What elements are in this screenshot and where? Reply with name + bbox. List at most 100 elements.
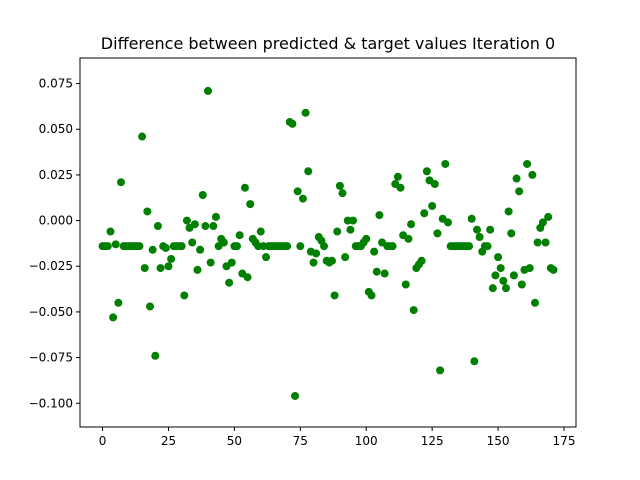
- data-point: [182, 216, 191, 225]
- data-point: [470, 357, 479, 366]
- data-point: [504, 207, 513, 216]
- data-point: [488, 284, 497, 293]
- data-point: [291, 391, 300, 400]
- data-point: [204, 86, 213, 95]
- data-point: [256, 227, 265, 236]
- data-point: [338, 189, 347, 198]
- data-point: [288, 119, 297, 128]
- data-point: [486, 225, 495, 234]
- data-point: [367, 291, 376, 300]
- data-point: [198, 191, 207, 199]
- data-point: [375, 211, 384, 220]
- data-point: [193, 265, 202, 274]
- data-point: [549, 265, 558, 274]
- data-point: [167, 254, 176, 263]
- data-point: [396, 183, 405, 192]
- data-point: [151, 351, 160, 360]
- data-point: [541, 238, 550, 247]
- data-point: [525, 264, 534, 273]
- data-point: [404, 234, 413, 243]
- x-tick-label: 125: [421, 434, 444, 448]
- chart-title: Difference between predicted & target va…: [101, 34, 555, 53]
- y-tick-label: 0.075: [39, 77, 73, 91]
- data-point: [428, 201, 437, 210]
- data-point: [349, 216, 358, 225]
- data-point: [138, 132, 147, 141]
- data-point: [335, 181, 344, 190]
- data-point: [156, 264, 165, 273]
- x-tick-label: 50: [227, 434, 242, 448]
- data-point: [467, 214, 476, 223]
- data-point: [188, 238, 197, 247]
- data-point: [407, 220, 416, 229]
- data-point: [296, 242, 305, 251]
- data-point: [225, 278, 234, 287]
- data-point: [496, 264, 505, 273]
- data-point: [140, 264, 149, 273]
- data-point: [333, 227, 342, 236]
- data-point: [190, 220, 199, 229]
- data-point: [538, 218, 547, 227]
- data-point: [114, 298, 123, 307]
- data-point: [262, 253, 271, 262]
- data-point: [109, 313, 118, 322]
- data-point: [327, 256, 336, 265]
- x-tick-label: 25: [161, 434, 176, 448]
- data-point: [240, 183, 249, 192]
- data-point: [164, 262, 173, 271]
- data-point: [441, 159, 450, 168]
- data-point: [346, 225, 355, 234]
- data-point: [227, 258, 236, 267]
- data-point: [106, 227, 115, 236]
- data-point: [401, 280, 410, 289]
- data-point: [475, 233, 484, 242]
- data-point: [309, 258, 318, 267]
- data-point: [330, 291, 339, 300]
- data-point: [523, 159, 532, 168]
- data-point: [465, 242, 474, 251]
- data-point: [283, 242, 292, 251]
- data-point: [472, 225, 481, 234]
- y-tick-label: 0.050: [39, 122, 73, 136]
- data-point: [219, 238, 228, 247]
- data-point: [233, 242, 242, 251]
- y-tick-label: −0.075: [29, 351, 73, 365]
- data-point: [206, 258, 215, 267]
- data-point: [422, 167, 431, 176]
- data-point: [246, 200, 255, 209]
- data-point: [320, 242, 329, 251]
- data-point: [177, 242, 186, 251]
- data-point: [304, 167, 313, 176]
- series-points: [98, 86, 558, 400]
- data-point: [372, 267, 381, 276]
- x-tick-label: 0: [99, 434, 107, 448]
- data-point: [180, 291, 189, 300]
- y-tick-label: −0.100: [29, 396, 73, 410]
- plot-area: [98, 86, 558, 400]
- data-point: [201, 222, 210, 231]
- data-point: [512, 174, 521, 183]
- data-point: [443, 218, 452, 227]
- data-point: [153, 222, 162, 231]
- x-tick-label: 175: [553, 434, 576, 448]
- x-tick-label: 75: [293, 434, 308, 448]
- y-tick-label: 0.000: [39, 214, 73, 228]
- data-point: [243, 273, 252, 282]
- data-point: [433, 229, 442, 238]
- data-point: [501, 284, 510, 293]
- data-point: [362, 234, 371, 243]
- data-point: [161, 243, 170, 252]
- data-point: [370, 247, 379, 256]
- data-point: [380, 269, 389, 278]
- data-point: [146, 302, 155, 311]
- axes: 0 25 50 75 100 125 150 175 −0.100 −0.075 −0.050 −0.…: [29, 57, 577, 448]
- data-point: [135, 242, 144, 251]
- data-point: [298, 194, 307, 203]
- data-point: [533, 238, 542, 247]
- data-point: [494, 253, 503, 262]
- data-point: [491, 271, 500, 280]
- y-tick-label: 0.025: [39, 168, 73, 182]
- x-tick-label: 150: [487, 434, 510, 448]
- data-point: [103, 242, 112, 251]
